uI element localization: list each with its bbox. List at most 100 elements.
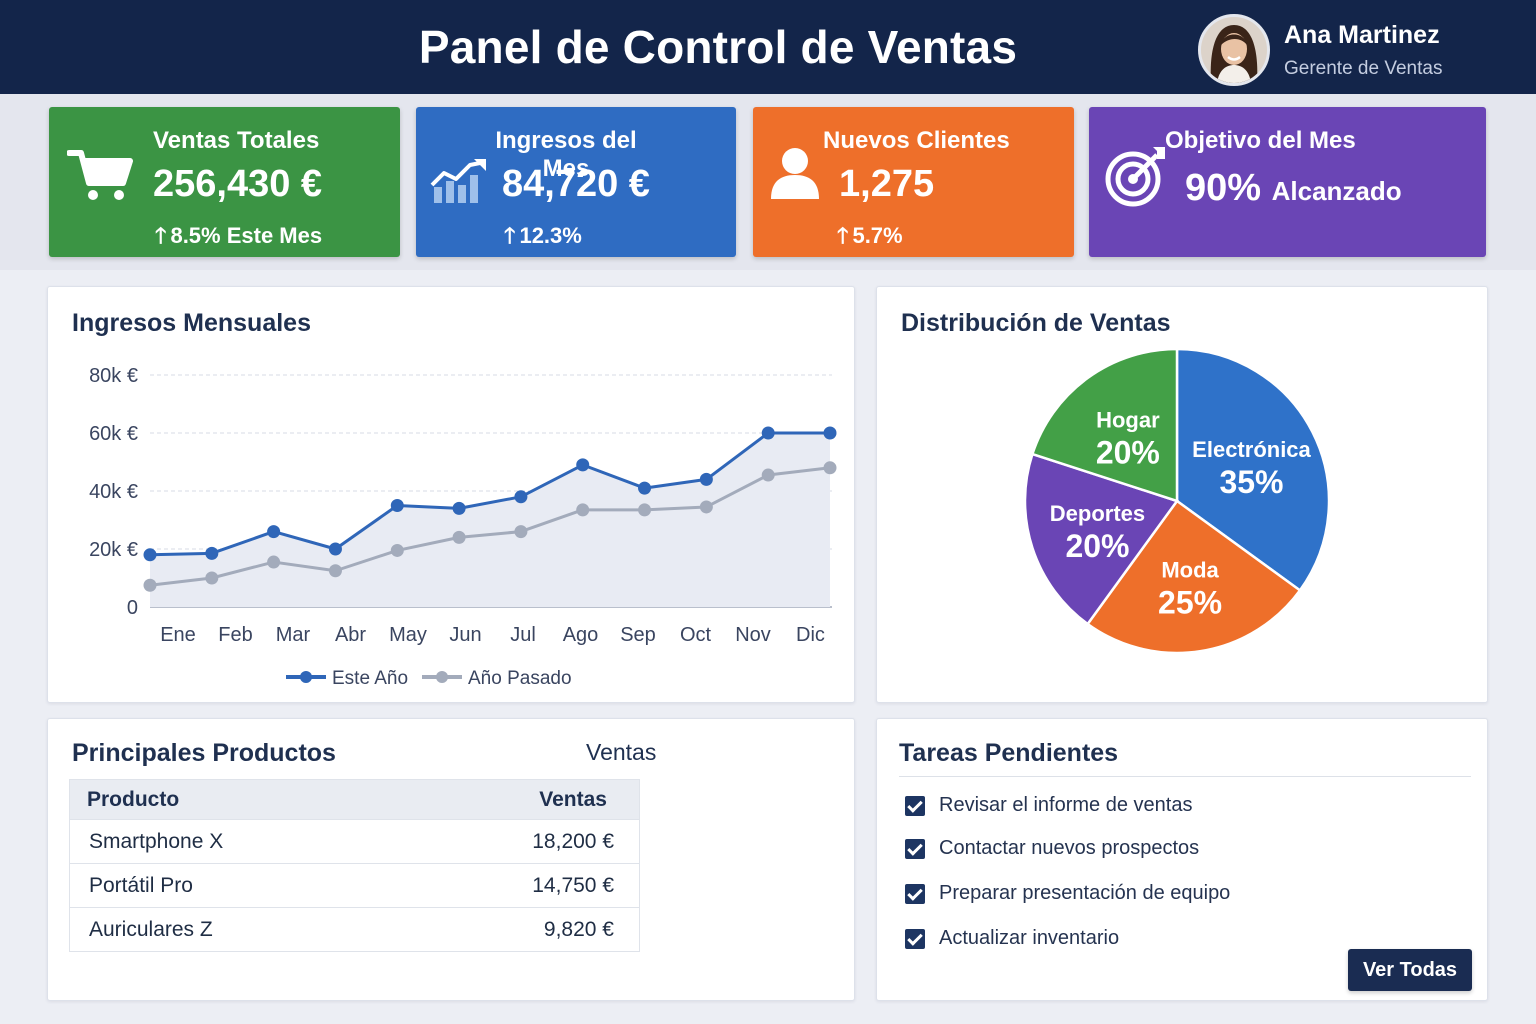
avatar[interactable] bbox=[1198, 14, 1270, 86]
task-item[interactable]: Contactar nuevos prospectos bbox=[905, 837, 1199, 860]
data-point bbox=[143, 578, 157, 592]
target-icon bbox=[1105, 147, 1165, 207]
legend-marker bbox=[300, 671, 312, 683]
slice-label: Moda bbox=[1161, 558, 1219, 583]
kpi-change: 🡑 12.3% bbox=[504, 219, 582, 257]
products-sales-label: Ventas bbox=[586, 739, 657, 765]
y-tick-label: 20k € bbox=[89, 539, 138, 561]
data-point bbox=[823, 461, 837, 475]
x-tick-label: Feb bbox=[218, 624, 252, 646]
table-row[interactable]: Portátil Pro 14,750 € bbox=[70, 863, 639, 907]
product-name: Auriculares Z bbox=[89, 917, 213, 941]
slice-label: Deportes bbox=[1050, 501, 1145, 526]
line-chart: 0 20k € 40k € 60k € 80k € Ene Feb Mar Abr May Jun J… bbox=[89, 365, 837, 689]
kpi-value: 1,275 bbox=[839, 163, 935, 205]
data-point bbox=[452, 501, 466, 515]
task-item[interactable]: Actualizar inventario bbox=[905, 927, 1119, 950]
products-title: Principales Productos bbox=[72, 739, 336, 767]
product-sales: 18,200 € bbox=[532, 829, 614, 853]
arrow-up-icon: 🡑 bbox=[504, 223, 516, 248]
kpi-title: Ingresos del Mes bbox=[495, 127, 637, 182]
x-tick-label: Mar bbox=[276, 624, 311, 646]
x-tick-label: Jul bbox=[510, 624, 536, 646]
kpi-value: 84,720 € bbox=[502, 163, 650, 205]
arrow-up-icon: 🡑 bbox=[837, 223, 849, 248]
data-point bbox=[699, 500, 713, 514]
data-point bbox=[205, 546, 219, 560]
data-point bbox=[143, 548, 157, 562]
divider bbox=[899, 776, 1471, 777]
kpi-change: 🡑 5.7% bbox=[837, 219, 903, 257]
shopping-cart-icon bbox=[67, 150, 133, 200]
x-tick-label: Sep bbox=[620, 624, 656, 646]
slice-label: Electrónica bbox=[1192, 437, 1311, 462]
legend-marker bbox=[436, 671, 448, 683]
slice-value-label: 25% bbox=[1158, 585, 1222, 621]
arrow-up-icon: 🡑 bbox=[155, 223, 167, 248]
kpi-change-text: 5.7% bbox=[852, 223, 903, 248]
checkbox-checked[interactable] bbox=[905, 838, 925, 859]
data-point bbox=[514, 525, 528, 539]
data-point bbox=[761, 426, 775, 440]
pie-slice bbox=[1175, 347, 1331, 593]
product-sales: 9,820 € bbox=[543, 917, 614, 941]
task-label: Preparar presentación de equipo bbox=[939, 882, 1231, 904]
pie-slice bbox=[1023, 452, 1180, 626]
kpi-value: 90% Alcanzado bbox=[1185, 167, 1402, 210]
slice-label: Hogar bbox=[1096, 407, 1160, 432]
x-tick-label: Nov bbox=[735, 624, 771, 646]
page-title: Panel de Control de Ventas bbox=[418, 21, 1018, 73]
kpi-card-new-clients[interactable]: Nuevos Clientes 1,275 🡑 5.7% bbox=[753, 107, 1074, 257]
table-row[interactable]: Auriculares Z 9,820 € bbox=[70, 907, 639, 951]
user-profile[interactable]: Ana Martinez Gerente de Ventas bbox=[1198, 14, 1442, 86]
pending-tasks-card: Tareas Pendientes Revisar el informe de … bbox=[876, 718, 1488, 1001]
view-all-button[interactable]: Ver Todas bbox=[1348, 949, 1472, 991]
slice-value-label: 20% bbox=[1065, 528, 1129, 564]
pie-slice bbox=[1085, 499, 1302, 655]
checkbox-checked[interactable] bbox=[905, 795, 925, 816]
data-point bbox=[328, 542, 342, 556]
user-name: Ana Martinez bbox=[1284, 20, 1440, 49]
kpi-card-monthly-revenue[interactable]: Ingresos del Mes 84,720 € 🡑 12.3% bbox=[416, 107, 736, 257]
user-icon bbox=[771, 148, 819, 199]
task-item[interactable]: Preparar presentación de equipo bbox=[905, 882, 1230, 905]
series-line bbox=[149, 466, 831, 587]
y-tick-label: 40k € bbox=[89, 481, 138, 503]
area-fill bbox=[150, 433, 830, 607]
y-tick-label: 0 bbox=[127, 597, 138, 619]
kpi-title: Ventas Totales bbox=[153, 127, 320, 154]
pie-chart-title: Distribución de Ventas bbox=[901, 309, 1171, 337]
data-point bbox=[205, 571, 219, 585]
pie-slice bbox=[1030, 347, 1179, 503]
checkbox-checked[interactable] bbox=[905, 883, 925, 904]
legend-label: Año Pasado bbox=[468, 668, 572, 689]
kpi-change-text: 8.5% Este Mes bbox=[170, 223, 323, 248]
x-tick-label: Abr bbox=[335, 624, 366, 646]
data-point bbox=[267, 525, 281, 539]
data-point bbox=[576, 458, 590, 472]
trending-chart-icon bbox=[430, 159, 486, 203]
kpi-value-number: 90% bbox=[1185, 167, 1262, 209]
data-point bbox=[761, 468, 775, 482]
series-line bbox=[149, 431, 830, 557]
y-tick-label: 80k € bbox=[89, 365, 138, 387]
x-tick-label: Jun bbox=[449, 624, 481, 646]
products-table: Producto Ventas Smartphone X 18,200 € Po… bbox=[69, 779, 640, 952]
sales-distribution-card: Distribución de Ventas Electrónica 35% Mod… bbox=[876, 286, 1488, 703]
top-products-card: Principales Productos Ventas Producto Ve… bbox=[47, 718, 855, 1001]
task-item[interactable]: Revisar el informe de ventas bbox=[905, 794, 1192, 817]
data-point bbox=[823, 426, 837, 440]
data-point bbox=[328, 564, 342, 578]
monthly-revenue-card: Ingresos Mensuales 0 20k € 40k € 60k € 80k €… bbox=[47, 286, 855, 703]
kpi-title: Nuevos Clientes bbox=[823, 127, 1010, 154]
table-row[interactable]: Smartphone X 18,200 € bbox=[70, 819, 639, 863]
kpi-card-total-sales[interactable]: Ventas Totales 256,430 € 🡑 8.5% Este Mes bbox=[49, 107, 400, 257]
kpi-card-monthly-goal[interactable]: Objetivo del Mes 90% Alcanzado bbox=[1089, 107, 1486, 257]
data-point bbox=[267, 555, 281, 569]
data-point bbox=[638, 503, 652, 517]
line-chart-title: Ingresos Mensuales bbox=[72, 309, 311, 337]
x-tick-label: Ene bbox=[160, 624, 196, 646]
kpi-change: 🡑 8.5% Este Mes bbox=[155, 219, 322, 257]
checkbox-checked[interactable] bbox=[905, 928, 925, 949]
